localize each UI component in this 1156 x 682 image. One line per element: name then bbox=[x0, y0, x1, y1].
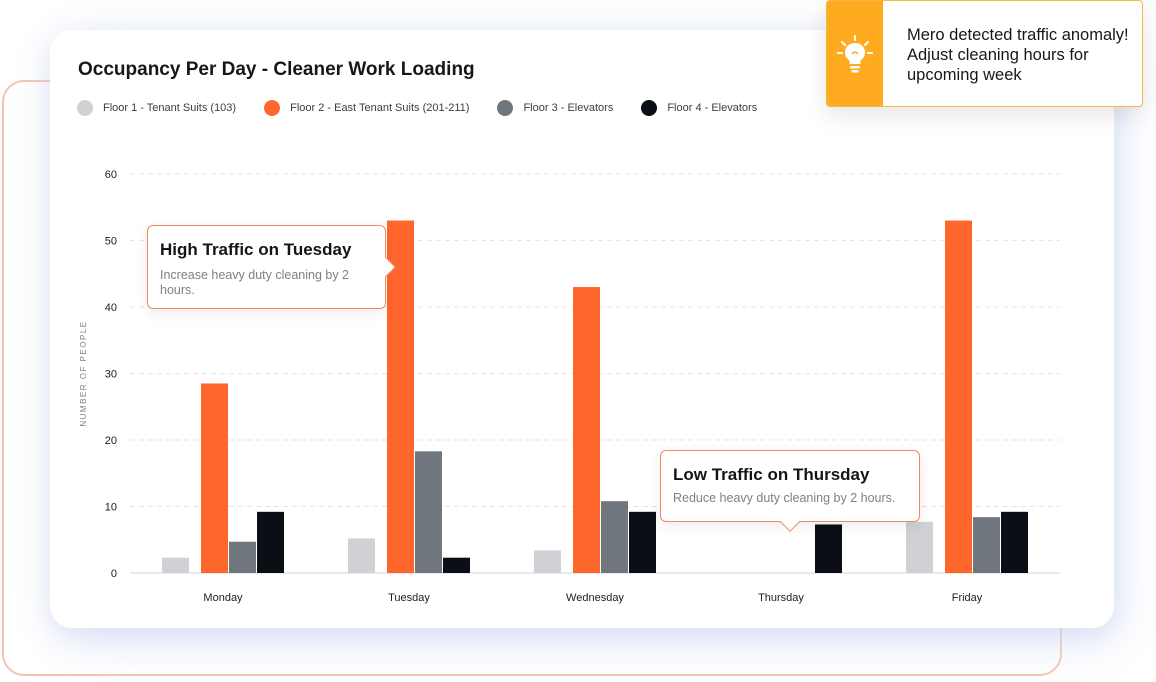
legend-label-floor-1: Floor 1 - Tenant Suits (103) bbox=[103, 102, 237, 114]
bar-wednesday-floor-1[interactable] bbox=[534, 550, 561, 573]
callout-high-traffic-tuesday: High Traffic on Tuesday Increase heavy d… bbox=[147, 225, 396, 309]
chart-legend: Floor 1 - Tenant Suits (103) Floor 2 - E… bbox=[77, 100, 785, 116]
legend-item-floor-1[interactable]: Floor 1 - Tenant Suits (103) bbox=[77, 100, 236, 116]
bar-wednesday-floor-3[interactable] bbox=[601, 501, 628, 573]
x-tick-label-wednesday: Wednesday bbox=[566, 592, 624, 604]
bar-tuesday-floor-3[interactable] bbox=[415, 451, 442, 573]
bar-tuesday-floor-2[interactable] bbox=[387, 220, 414, 574]
bar-tuesday-floor-1[interactable] bbox=[348, 538, 375, 573]
bar-monday-floor-4[interactable] bbox=[257, 511, 284, 573]
chart-title: Occupancy Per Day - Cleaner Work Loading bbox=[78, 59, 475, 80]
legend-label-floor-3: Floor 3 - Elevators bbox=[523, 102, 614, 114]
bar-friday-floor-4[interactable] bbox=[1001, 511, 1028, 573]
x-tick-label-monday: Monday bbox=[203, 592, 243, 604]
anomaly-notification[interactable]: Mero detected traffic anomaly! Adjust cl… bbox=[826, 0, 1143, 107]
x-tick-label-friday: Friday bbox=[952, 592, 983, 604]
bar-friday-floor-3[interactable] bbox=[973, 517, 1000, 573]
callout-tuesday-text: Increase heavy duty cleaning by 2 hours. bbox=[160, 268, 350, 297]
y-axis-label: NUMBER OF PEOPLE bbox=[79, 320, 88, 426]
y-tick-label-0: 0 bbox=[111, 568, 117, 580]
chart-card: Occupancy Per Day - Cleaner Work Loading… bbox=[50, 30, 1114, 628]
bar-thursday-floor-4[interactable] bbox=[815, 524, 842, 573]
bar-friday-floor-1[interactable] bbox=[906, 521, 933, 573]
y-tick-label-30: 30 bbox=[105, 369, 117, 381]
legend-swatch-floor-4 bbox=[641, 100, 658, 116]
legend-label-floor-2: Floor 2 - East Tenant Suits (201-211) bbox=[290, 102, 470, 114]
bar-friday-floor-2[interactable] bbox=[945, 220, 972, 574]
legend-item-floor-3[interactable]: Floor 3 - Elevators bbox=[497, 100, 613, 116]
legend-swatch-floor-3 bbox=[497, 100, 514, 116]
callout-thursday-text: Reduce heavy duty cleaning by 2 hours. bbox=[673, 491, 896, 505]
bar-monday-floor-1[interactable] bbox=[162, 557, 189, 573]
y-tick-label-60: 60 bbox=[105, 169, 117, 181]
callout-thursday-title: Low Traffic on Thursday bbox=[673, 465, 870, 484]
notification-message: Mero detected traffic anomaly! Adjust cl… bbox=[907, 26, 1129, 84]
bar-chart: 0 10 20 30 40 50 60 NUMBER OF PEOPLE Monday Tuesd… bbox=[79, 169, 1060, 604]
legend-item-floor-2[interactable]: Floor 2 - East Tenant Suits (201-211) bbox=[264, 100, 469, 116]
lightbulb-icon bbox=[837, 34, 873, 72]
x-tick-label-tuesday: Tuesday bbox=[388, 592, 430, 604]
bar-tuesday-floor-4[interactable] bbox=[443, 557, 470, 573]
legend-swatch-floor-1 bbox=[77, 100, 93, 116]
y-tick-label-50: 50 bbox=[105, 236, 117, 248]
callout-tuesday-title: High Traffic on Tuesday bbox=[160, 240, 352, 259]
legend-item-floor-4[interactable]: Floor 4 - Elevators bbox=[641, 100, 757, 116]
callout-low-traffic-thursday: Low Traffic on Thursday Reduce heavy dut… bbox=[660, 450, 920, 532]
legend-swatch-floor-2 bbox=[264, 100, 281, 116]
bar-monday-floor-3[interactable] bbox=[229, 541, 256, 573]
y-tick-label-40: 40 bbox=[105, 302, 117, 314]
x-tick-label-thursday: Thursday bbox=[758, 592, 804, 604]
legend-label-floor-4: Floor 4 - Elevators bbox=[667, 102, 758, 114]
bar-monday-floor-2[interactable] bbox=[201, 383, 228, 573]
bar-wednesday-floor-4[interactable] bbox=[629, 511, 656, 573]
y-tick-label-10: 10 bbox=[105, 502, 117, 514]
notification-icon-box bbox=[827, 1, 883, 106]
y-tick-label-20: 20 bbox=[105, 435, 117, 447]
bar-wednesday-floor-2[interactable] bbox=[573, 287, 600, 573]
